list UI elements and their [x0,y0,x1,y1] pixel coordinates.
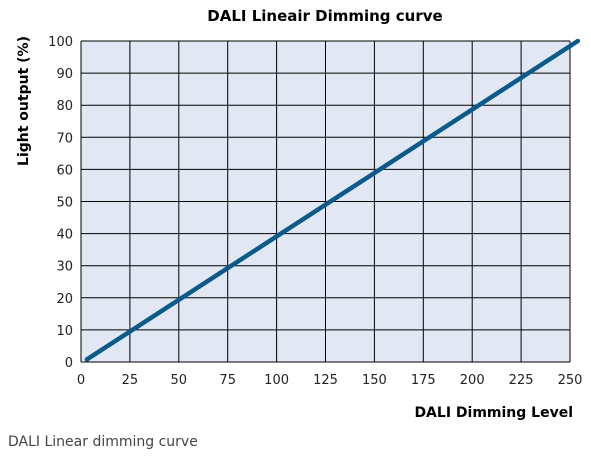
x-tick-label: 0 [77,373,85,388]
y-tick-label: 20 [56,292,73,307]
y-tick-label: 50 [56,196,73,211]
grid-lines [80,40,571,363]
x-tick-label: 225 [509,373,534,388]
x-axis-ticks: 0 25 50 75 100 125 150 175 200 225 250 [77,373,583,388]
series-group [84,38,581,362]
x-tick-label: 150 [362,373,387,388]
x-tick-label: 125 [313,373,338,388]
x-tick-label: 100 [264,373,289,388]
x-tick-label: 200 [460,373,485,388]
y-tick-label: 30 [56,260,73,275]
y-tick-label: 40 [56,228,73,243]
figure-caption: DALI Linear dimming curve [8,434,198,450]
y-tick-label: 10 [56,324,73,339]
x-tick-label: 25 [122,373,139,388]
y-axis-label: Light output (%) [16,36,32,166]
x-axis-label: DALI Dimming Level [414,405,573,421]
line-chart: DALI Lineair Dimming curve 0 10 20 30 40 50 60… [16,7,583,421]
y-tick-label: 60 [56,163,73,178]
chart-title: DALI Lineair Dimming curve [207,7,442,25]
y-tick-label: 0 [65,356,73,371]
x-tick-label: 75 [219,373,236,388]
series-line [84,38,581,362]
x-tick-label: 250 [558,373,583,388]
y-tick-label: 90 [56,67,73,82]
y-tick-label: 100 [48,35,73,50]
y-tick-label: 70 [56,131,73,146]
y-axis-ticks: 0 10 20 30 40 50 60 70 80 90 100 [48,35,73,371]
x-tick-label: 50 [171,373,188,388]
x-tick-label: 175 [411,373,436,388]
y-tick-label: 80 [56,99,73,114]
